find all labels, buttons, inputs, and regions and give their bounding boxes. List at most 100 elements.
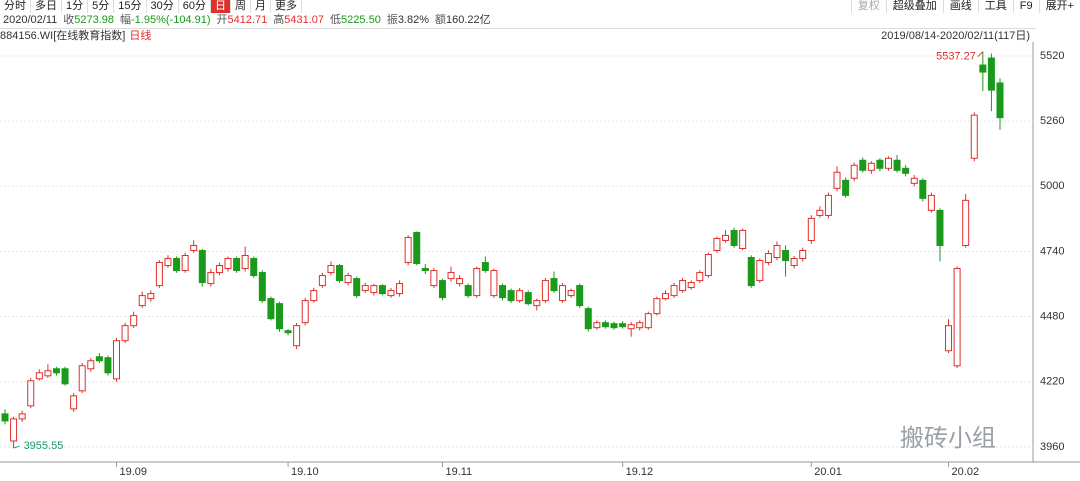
info-value: 5225.50 xyxy=(341,14,381,26)
candle-body xyxy=(550,278,558,292)
candle-body xyxy=(833,171,841,189)
candle-body xyxy=(687,282,695,289)
candle-body xyxy=(919,179,927,199)
tool-button[interactable]: 展开+ xyxy=(1038,0,1080,13)
candle-body xyxy=(241,255,249,270)
candle-body xyxy=(627,324,635,330)
candle-body xyxy=(945,325,953,352)
tool-button[interactable]: F9 xyxy=(1012,0,1039,13)
candle-body xyxy=(10,418,18,442)
annotation-leader xyxy=(13,445,20,449)
period-button[interactable]: 月 xyxy=(251,0,271,13)
period-button[interactable]: 多日 xyxy=(31,0,62,13)
candle-body xyxy=(181,255,189,272)
candle-body xyxy=(370,285,378,294)
candle-body xyxy=(996,82,1004,119)
candle-body xyxy=(842,179,850,196)
candle-body xyxy=(927,194,935,211)
candle-body xyxy=(70,395,78,410)
info-value: 160.22亿 xyxy=(446,14,491,26)
x-tick-label: 20.01 xyxy=(814,466,842,478)
candle-body xyxy=(198,249,206,284)
tool-button[interactable]: 超级叠加 xyxy=(885,0,943,13)
candle-body xyxy=(233,258,241,272)
candle-body xyxy=(121,325,129,342)
candle-body xyxy=(747,257,755,287)
candle-body xyxy=(104,357,112,374)
info-value: -1.95%(-104.91) xyxy=(131,14,211,26)
candle-body xyxy=(138,295,146,307)
y-tick-label: 4220 xyxy=(1040,376,1064,388)
tool-button[interactable]: 复权 xyxy=(850,0,886,13)
candle-body xyxy=(27,380,35,407)
info-value: 5412.71 xyxy=(227,14,268,26)
period-button[interactable]: 更多 xyxy=(271,0,302,13)
candle-body xyxy=(679,280,687,292)
candle-body xyxy=(95,356,103,362)
date: 2020/02/11 xyxy=(3,14,58,26)
period-button[interactable]: 分时 xyxy=(0,0,31,13)
period-button[interactable]: 30分 xyxy=(147,0,179,13)
candle-body xyxy=(224,258,232,270)
candle-body xyxy=(644,313,652,329)
candle-body xyxy=(704,254,712,277)
candle-body xyxy=(387,290,395,297)
candle-body xyxy=(979,64,987,73)
candle-body xyxy=(18,413,26,420)
period-button[interactable]: 5分 xyxy=(88,0,115,13)
candle-body xyxy=(567,290,575,297)
x-tick-label: 19.09 xyxy=(120,466,148,478)
candle-body xyxy=(902,167,910,174)
candle-body xyxy=(576,285,584,307)
candle-body xyxy=(782,249,790,262)
candle-body xyxy=(464,285,472,297)
y-tick-label: 5260 xyxy=(1040,115,1064,127)
candle-body xyxy=(490,270,498,297)
candle-body xyxy=(764,253,772,264)
tool-button[interactable]: 工具 xyxy=(977,0,1013,13)
candle-body xyxy=(867,162,875,171)
candle-body xyxy=(661,293,669,300)
candle-body xyxy=(970,114,978,159)
candle-body xyxy=(799,249,807,260)
candle-body xyxy=(190,244,198,251)
candle-body xyxy=(147,293,155,300)
candle-body xyxy=(361,285,369,292)
candle-body xyxy=(884,157,892,169)
candle-body xyxy=(318,275,326,287)
candle-body xyxy=(173,258,181,272)
candle-body xyxy=(593,322,601,329)
period-button[interactable]: 15分 xyxy=(114,0,147,13)
candle-body xyxy=(413,231,421,265)
candle-body xyxy=(258,272,266,302)
candle-body xyxy=(910,177,918,184)
y-tick-label: 5000 xyxy=(1040,180,1064,192)
range: 2019/08/14-2020/02/11(117日) xyxy=(881,30,1030,42)
candle-body xyxy=(301,300,309,324)
candle-body xyxy=(155,262,163,287)
period-toolbar: 分时 多日 1分 5分 15分 30分 60分日周月更多 xyxy=(0,0,302,13)
watermark: 搬砖小组 xyxy=(900,424,996,452)
tool-button[interactable]: 画线 xyxy=(942,0,978,13)
period-button[interactable]: 日 xyxy=(211,0,231,13)
info-label: 收 xyxy=(63,14,75,26)
period-button[interactable]: 60分 xyxy=(179,0,211,13)
info-label: 幅 xyxy=(120,14,132,26)
candle-body xyxy=(284,330,292,334)
candle-body xyxy=(130,315,138,327)
candle-body xyxy=(113,340,121,380)
annotation: 5537.27 xyxy=(936,51,976,63)
candle-body xyxy=(953,268,961,367)
candle-body xyxy=(713,237,721,251)
period-button[interactable]: 周 xyxy=(231,0,251,13)
candle-body xyxy=(876,159,884,169)
candle-body xyxy=(336,265,344,282)
candle-body xyxy=(816,209,824,216)
period-button[interactable]: 1分 xyxy=(62,0,89,13)
candle-body xyxy=(559,285,567,302)
candle-body xyxy=(756,260,764,282)
annotation-leader xyxy=(977,51,984,58)
candle-body xyxy=(541,280,549,302)
